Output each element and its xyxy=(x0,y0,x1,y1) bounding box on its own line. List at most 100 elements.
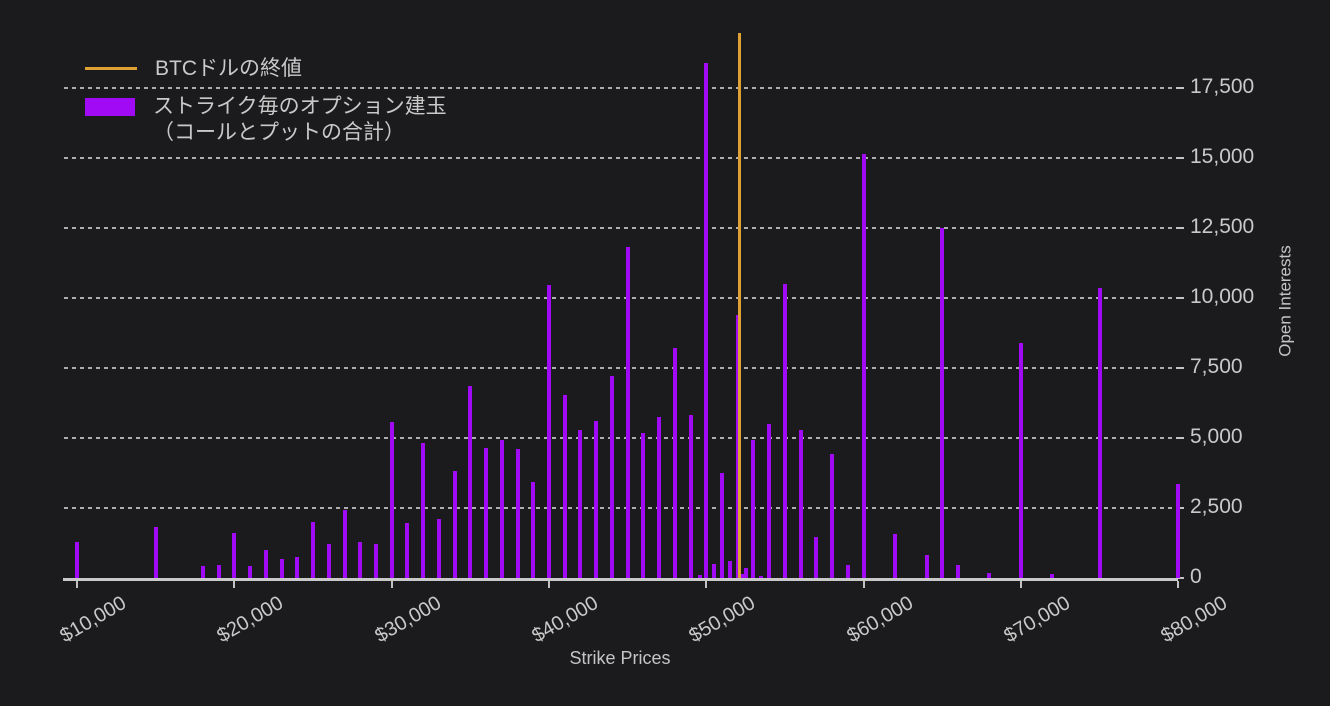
oi-bar-42000 xyxy=(578,429,583,578)
legend-item-open-interest: ストライク毎のオプション建玉 （コールとプットの合計） xyxy=(85,94,447,146)
oi-bar-75000 xyxy=(1097,287,1102,578)
oi-bar-36000 xyxy=(484,447,489,578)
oi-bar-26000 xyxy=(326,544,331,578)
oi-bar-41000 xyxy=(562,394,567,578)
x-tick-mark xyxy=(390,581,393,588)
gridline-12500 xyxy=(64,227,1178,229)
open-interest-label-line2: （コールとプットの合計） xyxy=(153,121,405,144)
y-tick-label-7500: 7,500 xyxy=(1190,355,1243,378)
oi-bar-32000 xyxy=(421,442,426,578)
x-tick-label-30000: $30,000 xyxy=(371,592,445,648)
gridline-10000 xyxy=(64,297,1178,299)
y-tick-mark xyxy=(1176,367,1184,369)
oi-bar-52000 xyxy=(735,315,740,578)
oi-bar-46000 xyxy=(641,433,646,578)
oi-bar-60000 xyxy=(861,154,866,578)
oi-bar-22000 xyxy=(263,550,268,578)
oi-bar-25000 xyxy=(311,522,316,578)
oi-bar-34000 xyxy=(452,471,457,578)
oi-bar-28000 xyxy=(358,541,363,578)
oi-bar-24000 xyxy=(295,556,300,578)
oi-bar-50000 xyxy=(704,62,709,578)
oi-bar-62000 xyxy=(893,533,898,578)
oi-bar-49600 xyxy=(698,574,702,578)
oi-bar-70000 xyxy=(1018,342,1023,578)
x-tick-mark xyxy=(1019,581,1022,588)
oi-bar-58000 xyxy=(830,454,835,578)
x-tick-mark xyxy=(76,581,79,588)
oi-bar-27000 xyxy=(342,509,347,578)
legend: BTCドルの終値 ストライク毎のオプション建玉 （コールとプットの合計） xyxy=(85,56,447,158)
y-tick-label-10000: 10,000 xyxy=(1190,285,1255,308)
x-tick-mark xyxy=(233,581,236,588)
x-tick-label-70000: $70,000 xyxy=(1000,592,1074,648)
oi-bar-54000 xyxy=(767,424,772,578)
oi-bar-44000 xyxy=(609,376,614,578)
y-tick-label-0: 0 xyxy=(1190,565,1202,588)
oi-bar-51000 xyxy=(720,473,725,578)
y-tick-label-15000: 15,000 xyxy=(1190,145,1255,168)
open-interest-label: ストライク毎のオプション建玉 （コールとプットの合計） xyxy=(153,94,447,146)
oi-bar-20000 xyxy=(232,533,237,578)
y-tick-mark xyxy=(1176,227,1184,229)
x-axis-line xyxy=(63,578,1178,581)
oi-bar-38000 xyxy=(515,449,520,578)
oi-bar-48000 xyxy=(672,348,677,578)
y-tick-mark xyxy=(1176,87,1184,89)
oi-bar-45000 xyxy=(625,246,630,578)
btc-close-price-line xyxy=(737,33,741,578)
btc-close-label: BTCドルの終値 xyxy=(155,57,302,80)
x-tick-mark xyxy=(705,581,708,588)
x-axis-title: Strike Prices xyxy=(569,648,671,668)
x-tick-label-80000: $80,000 xyxy=(1157,592,1232,648)
y-tick-mark xyxy=(1176,437,1184,439)
x-tick-label-20000: $20,000 xyxy=(213,592,288,648)
y-tick-mark xyxy=(1176,157,1184,159)
oi-bar-37000 xyxy=(499,440,504,578)
oi-bar-57000 xyxy=(814,537,819,578)
y-axis-title: Open Interests xyxy=(1275,245,1295,357)
y-tick-label-12500: 12,500 xyxy=(1190,215,1255,238)
oi-bar-10000 xyxy=(75,541,80,578)
oi-bar-55000 xyxy=(782,284,787,578)
oi-bar-21000 xyxy=(248,565,253,578)
oi-bar-68000 xyxy=(987,572,992,578)
x-tick-mark xyxy=(1177,581,1180,588)
oi-bar-52300 xyxy=(740,574,745,578)
legend-item-btc-close: BTCドルの終値 xyxy=(85,56,447,82)
y-tick-label-5000: 5,000 xyxy=(1190,425,1243,448)
oi-bar-40000 xyxy=(547,285,551,578)
x-tick-mark xyxy=(548,581,550,588)
oi-bar-43000 xyxy=(594,420,599,578)
oi-bar-31000 xyxy=(405,523,410,578)
oi-bar-64000 xyxy=(924,555,929,578)
oi-bar-18000 xyxy=(200,565,205,578)
btc-close-line-swatch xyxy=(85,67,137,70)
oi-bar-49000 xyxy=(688,415,693,578)
oi-bar-35000 xyxy=(468,386,473,578)
oi-bar-29000 xyxy=(373,544,378,578)
x-tick-mark xyxy=(862,581,865,588)
gridline-17500 xyxy=(64,87,1178,89)
y-tick-label-2500: 2,500 xyxy=(1190,495,1243,518)
oi-bar-53000 xyxy=(751,440,756,578)
y-tick-mark xyxy=(1176,577,1184,579)
gridline-15000 xyxy=(64,157,1178,159)
y-tick-mark xyxy=(1176,297,1184,299)
oi-bar-15000 xyxy=(153,526,158,578)
oi-bar-56000 xyxy=(798,430,803,578)
y-tick-label-17500: 17,500 xyxy=(1190,75,1255,98)
gridline-2500 xyxy=(64,507,1178,509)
oi-bar-65000 xyxy=(940,228,945,578)
oi-bar-66000 xyxy=(955,565,960,578)
oi-bar-23000 xyxy=(279,558,284,578)
oi-bar-80000 xyxy=(1176,484,1181,578)
oi-bar-52500 xyxy=(743,567,748,578)
oi-bar-51500 xyxy=(727,560,732,578)
oi-bar-72000 xyxy=(1050,573,1055,578)
oi-bar-47000 xyxy=(657,417,662,578)
oi-bar-59000 xyxy=(845,565,850,578)
oi-bar-39000 xyxy=(531,481,536,578)
oi-bar-30000 xyxy=(389,422,394,578)
